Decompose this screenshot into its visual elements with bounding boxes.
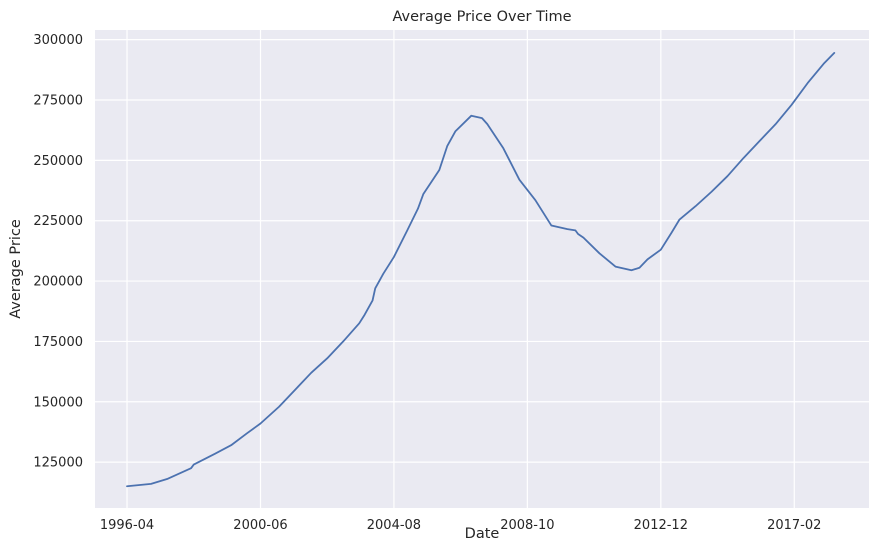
series-layer: [126, 52, 836, 488]
y-tick-label: 200000: [33, 275, 83, 290]
y-tick-label: 125000: [33, 456, 83, 471]
y-tick-label: 150000: [33, 395, 83, 410]
plot-area: [95, 30, 869, 508]
y-tick-label: 175000: [33, 335, 83, 350]
x-tick-label: 2008-10: [500, 518, 554, 533]
x-gridlines: [126, 30, 795, 508]
y-tick-label: 300000: [33, 33, 83, 48]
x-tick-label: 1996-04: [100, 518, 154, 533]
x-tick-label: 2012-12: [634, 518, 688, 533]
series-line: [126, 52, 836, 488]
y-tick-label: 225000: [33, 214, 83, 229]
x-tick-label: 2000-06: [233, 518, 287, 533]
x-tick-labels: 1996-04 2000-06 2004-08 2008-10 2012-12 2017-…: [100, 518, 822, 533]
y-tick-label: 275000: [33, 94, 83, 109]
y-axis-title: Average Price: [8, 219, 24, 319]
y-gridlines: [95, 39, 869, 463]
x-axis-title: Date: [465, 526, 500, 542]
y-tick-labels: 125000 150000 175000 200000 225000 250000 2750…: [33, 33, 83, 470]
chart-title: Average Price Over Time: [392, 9, 571, 25]
x-tick-label: 2017-02: [767, 518, 821, 533]
x-tick-label: 2004-08: [367, 518, 421, 533]
y-tick-label: 250000: [33, 154, 83, 169]
